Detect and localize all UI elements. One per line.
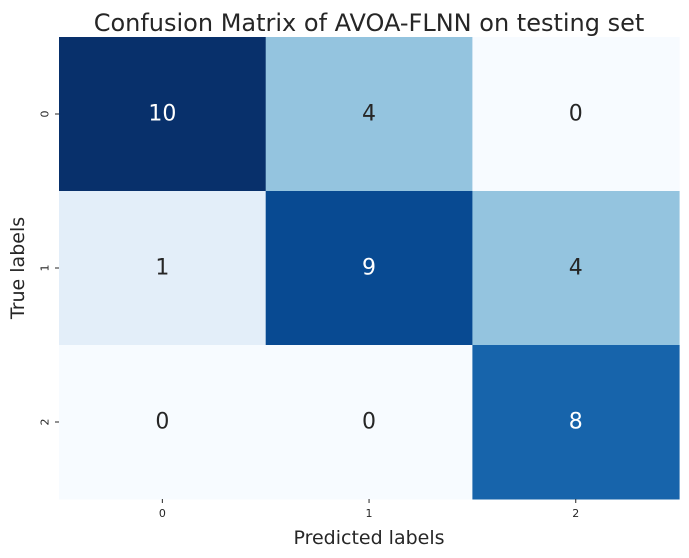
y-tick-label-0: 0 (39, 111, 52, 118)
cell-value-0-2: 0 (569, 102, 583, 127)
cell-value-1-1: 9 (362, 256, 376, 281)
x-axis-label: Predicted labels (293, 527, 444, 549)
x-tick-label-2: 2 (572, 507, 579, 520)
heatmap-cell-0-1 (265, 37, 473, 192)
cell-value-2-2: 8 (569, 410, 583, 435)
heatmap-cell-1-1 (265, 191, 473, 346)
heatmap-cell-2-2 (472, 345, 680, 500)
cell-value-2-1: 0 (362, 410, 376, 435)
chart-title: Confusion Matrix of AVOA-FLNN on testing… (94, 9, 645, 37)
heatmap-cell-1-2 (472, 191, 680, 346)
heatmap-cell-2-0 (59, 345, 267, 500)
cell-value-2-0: 0 (155, 410, 169, 435)
x-axis-ticks: 0 1 2 (159, 499, 579, 520)
heatmap-cell-2-1 (265, 345, 473, 500)
y-tick-label-1: 1 (39, 265, 52, 272)
cell-value-1-2: 4 (569, 256, 583, 281)
y-axis-ticks: 0 1 2 (39, 111, 59, 426)
x-tick-label-0: 0 (159, 507, 166, 520)
heatmap-cell-0-0 (59, 37, 267, 192)
y-axis-label: True labels (7, 217, 29, 320)
heatmap-cell-1-0 (59, 191, 267, 346)
heatmap-cells (59, 37, 680, 500)
heatmap-cell-labels: 10 4 0 1 9 4 0 0 8 (148, 102, 582, 435)
heatmap-cell-0-2 (472, 37, 680, 192)
x-tick-label-1: 1 (366, 507, 373, 520)
cell-value-0-0: 10 (148, 102, 176, 127)
cell-value-0-1: 4 (362, 102, 376, 127)
y-tick-label-2: 2 (39, 419, 52, 426)
cell-value-1-0: 1 (155, 256, 169, 281)
